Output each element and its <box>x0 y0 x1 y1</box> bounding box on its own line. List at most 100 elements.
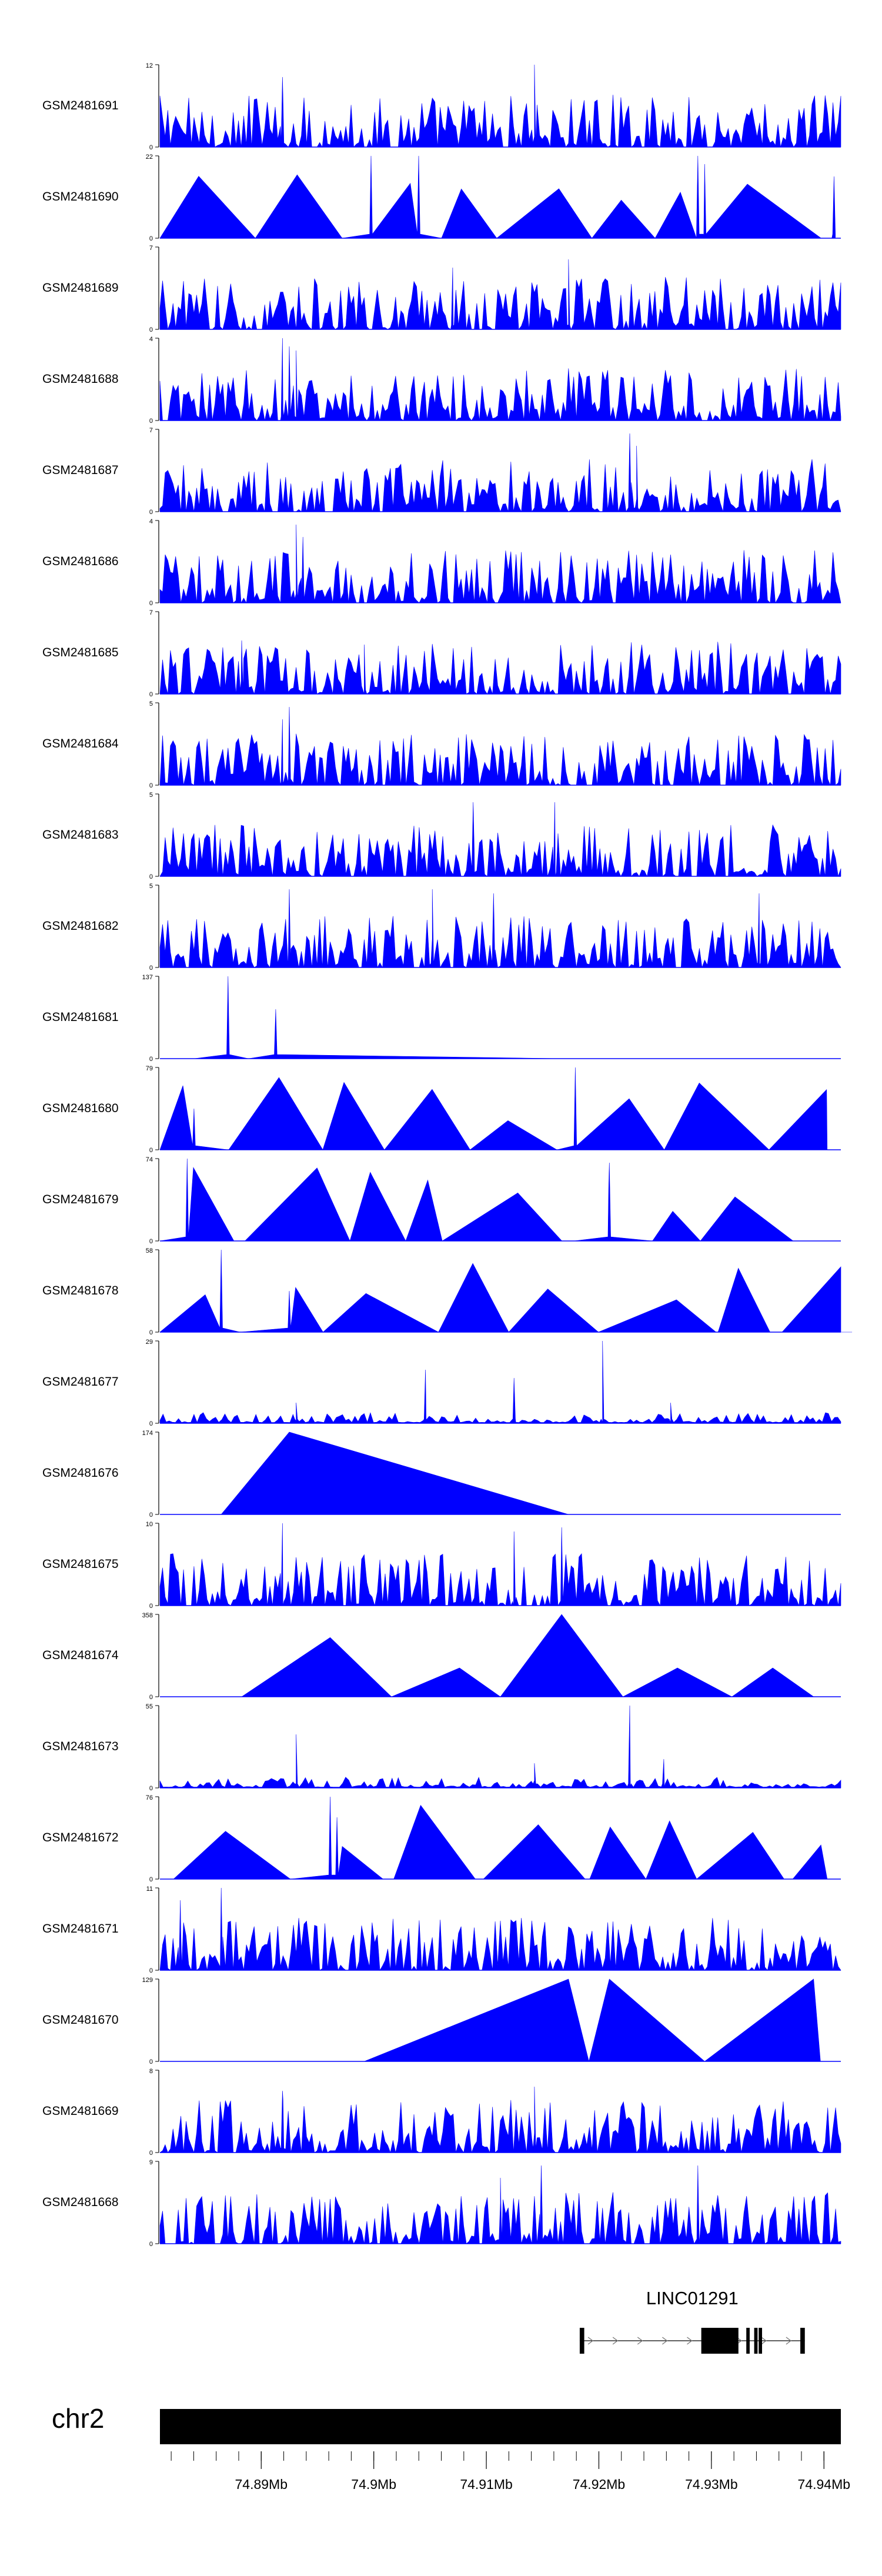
y-min-label: 0 <box>149 600 153 607</box>
track-gsm2481686: GSM2481686 4 0 <box>42 518 841 607</box>
coverage-area <box>159 2165 841 2245</box>
y-max-label: 5 <box>149 700 153 708</box>
track-gsm2481674: GSM2481674 358 0 <box>42 1612 841 1701</box>
coverage-area <box>159 259 841 330</box>
coverage-area <box>159 640 841 695</box>
track-gsm2481690: GSM2481690 22 0 <box>42 154 841 242</box>
gene-name: LINC01291 <box>646 2288 739 2308</box>
coverage-area <box>159 1705 841 1788</box>
tick-label: 74.89Mb <box>235 2477 288 2492</box>
track-label: GSM2481680 <box>42 1102 119 1115</box>
coverage-area <box>159 1887 841 1971</box>
track-gsm2481681: GSM2481681 137 0 <box>42 974 841 1063</box>
tick-label: 74.91Mb <box>460 2477 513 2492</box>
coverage-area <box>159 155 836 239</box>
strand-arrow <box>761 2337 767 2345</box>
track-label: GSM2481687 <box>42 463 119 477</box>
y-max-label: 4 <box>149 336 153 343</box>
track-gsm2481672: GSM2481672 76 0 <box>42 1794 841 1883</box>
track-gsm2481691: GSM2481691 12 0 <box>42 62 841 151</box>
strand-arrow <box>786 2337 792 2345</box>
track-label: GSM2481675 <box>42 1557 119 1571</box>
track-label: GSM2481690 <box>42 190 119 203</box>
tick-label: 74.93Mb <box>685 2477 738 2492</box>
track-label: GSM2481684 <box>42 737 119 750</box>
strand-arrow <box>662 2337 668 2345</box>
track-gsm2481683: GSM2481683 5 0 <box>42 792 841 880</box>
track-gsm2481688: GSM2481688 4 0 <box>42 336 841 425</box>
track-gsm2481673: GSM2481673 55 0 <box>42 1703 841 1792</box>
gene-exon <box>701 2328 739 2354</box>
coverage-area <box>159 2086 841 2154</box>
track-gsm2481684: GSM2481684 5 0 <box>42 700 841 789</box>
track-label: GSM2481677 <box>42 1375 119 1389</box>
strand-arrow <box>637 2337 643 2345</box>
coverage-area <box>159 1340 841 1424</box>
track-gsm2481689: GSM2481689 7 0 <box>42 245 841 333</box>
track-label: GSM2481672 <box>42 1831 119 1844</box>
y-max-label: 74 <box>146 1156 153 1163</box>
track-label: GSM2481678 <box>42 1284 119 1297</box>
strand-arrow <box>612 2337 619 2345</box>
y-max-label: 4 <box>149 518 153 525</box>
y-min-label: 0 <box>149 1238 153 1245</box>
y-max-label: 5 <box>149 792 153 799</box>
y-min-label: 0 <box>149 1603 153 1610</box>
track-gsm2481670: GSM2481670 129 0 <box>42 1977 841 2066</box>
track-gsm2481680: GSM2481680 79 0 <box>42 1065 841 1154</box>
track-gsm2481682: GSM2481682 5 0 <box>42 883 841 972</box>
track-label: GSM2481668 <box>42 2195 119 2209</box>
coverage-area <box>159 64 841 148</box>
y-max-label: 7 <box>149 245 153 252</box>
y-min-label: 0 <box>149 235 153 242</box>
track-gsm2481671: GSM2481671 11 0 <box>42 1886 841 1974</box>
track-label: GSM2481674 <box>42 1649 119 1662</box>
track-gsm2481677: GSM2481677 29 0 <box>42 1339 841 1427</box>
y-max-label: 358 <box>142 1612 153 1619</box>
track-label: GSM2481679 <box>42 1193 119 1206</box>
tick-label: 74.92Mb <box>573 2477 626 2492</box>
track-label: GSM2481683 <box>42 828 119 842</box>
y-max-label: 22 <box>146 154 153 161</box>
track-label: GSM2481673 <box>42 1740 119 1753</box>
y-min-label: 0 <box>149 144 153 151</box>
y-max-label: 29 <box>146 1339 153 1346</box>
coverage-area <box>159 889 841 969</box>
coverage-area <box>159 706 841 786</box>
track-gsm2481685: GSM2481685 7 0 <box>42 609 841 698</box>
y-max-label: 174 <box>142 1430 153 1437</box>
y-max-label: 11 <box>146 1886 153 1893</box>
gene-exon <box>746 2328 750 2354</box>
y-min-label: 0 <box>149 1420 153 1427</box>
track-gsm2481676: GSM2481676 174 0 <box>42 1430 841 1519</box>
gene-exon <box>759 2328 763 2354</box>
y-max-label: 8 <box>149 2068 153 2075</box>
coverage-area <box>159 338 841 421</box>
track-label: GSM2481676 <box>42 1466 119 1480</box>
coverage-area <box>159 802 841 877</box>
y-min-label: 0 <box>149 691 153 698</box>
y-max-label: 12 <box>146 62 153 69</box>
y-min-label: 0 <box>149 1694 153 1701</box>
y-min-label: 0 <box>149 965 153 972</box>
track-gsm2481679: GSM2481679 74 0 <box>42 1156 841 1245</box>
chromosome-bar <box>160 2409 841 2444</box>
track-gsm2481669: GSM2481669 8 0 <box>42 2068 841 2157</box>
coverage-area <box>159 524 841 604</box>
y-min-label: 0 <box>149 509 153 516</box>
y-min-label: 0 <box>149 1511 153 1519</box>
y-min-label: 0 <box>149 2058 153 2066</box>
coverage-area <box>173 1796 832 1880</box>
genome-axis: chr2 74.89Mb 74.9Mb 74.91Mb 74.92Mb 74.93Mb 74… <box>52 2403 850 2492</box>
coverage-area <box>193 976 562 1059</box>
track-label: GSM2481689 <box>42 281 119 295</box>
y-max-label: 10 <box>146 1521 153 1528</box>
strand-arrow <box>687 2337 693 2345</box>
chromosome-label: chr2 <box>52 2403 104 2434</box>
y-max-label: 137 <box>142 974 153 981</box>
track-label: GSM2481681 <box>42 1010 119 1024</box>
y-min-label: 0 <box>149 326 153 333</box>
coverage-area <box>364 1978 821 2062</box>
track-label: GSM2481669 <box>42 2104 119 2118</box>
gene-exon <box>579 2328 584 2354</box>
